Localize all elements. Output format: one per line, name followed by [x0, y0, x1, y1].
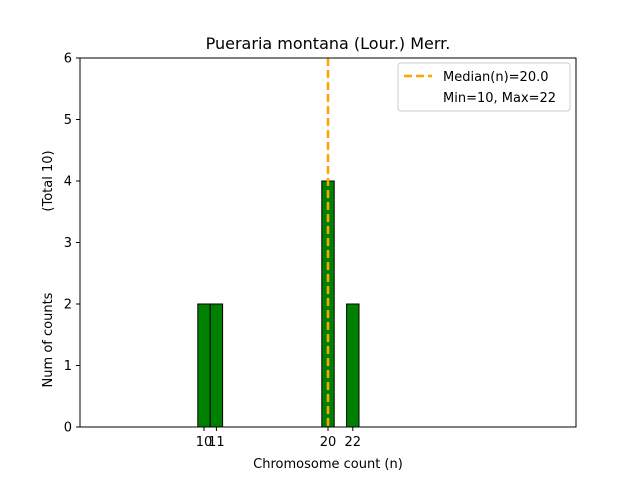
y-tick-label-5: 5	[64, 113, 72, 128]
y-tick-label-4: 4	[64, 175, 72, 190]
y-tick-label-3: 3	[64, 236, 72, 251]
legend-entry-median: Median(n)=20.0	[443, 70, 549, 85]
x-axis-label: Chromosome count (n)	[253, 457, 403, 472]
y-tick-label-6: 6	[64, 52, 72, 67]
plot-area	[117, 58, 390, 428]
x-tick-label-20: 20	[320, 435, 337, 450]
y-tick-label-1: 1	[64, 359, 72, 374]
legend-entry-range: Min=10, Max=22	[443, 91, 556, 106]
bar-11	[209, 303, 224, 428]
x-tick-label-11: 11	[208, 435, 225, 450]
legend-box	[397, 62, 571, 112]
y-axis-label: Num of counts	[41, 292, 56, 387]
legend: Median(n)=20.0 Min=10, Max=22	[397, 62, 571, 112]
y-axis-total-label: (Total 10)	[41, 150, 56, 211]
chart-title: Pueraria montana (Lour.) Merr.	[206, 34, 451, 53]
y-tick-label-2: 2	[64, 298, 72, 313]
x-tick-label-22: 22	[345, 435, 362, 450]
x-tick-label-10: 10	[196, 435, 213, 450]
bar-22	[346, 303, 360, 428]
y-tick-label-0: 0	[64, 421, 72, 436]
bar-10	[197, 303, 211, 428]
